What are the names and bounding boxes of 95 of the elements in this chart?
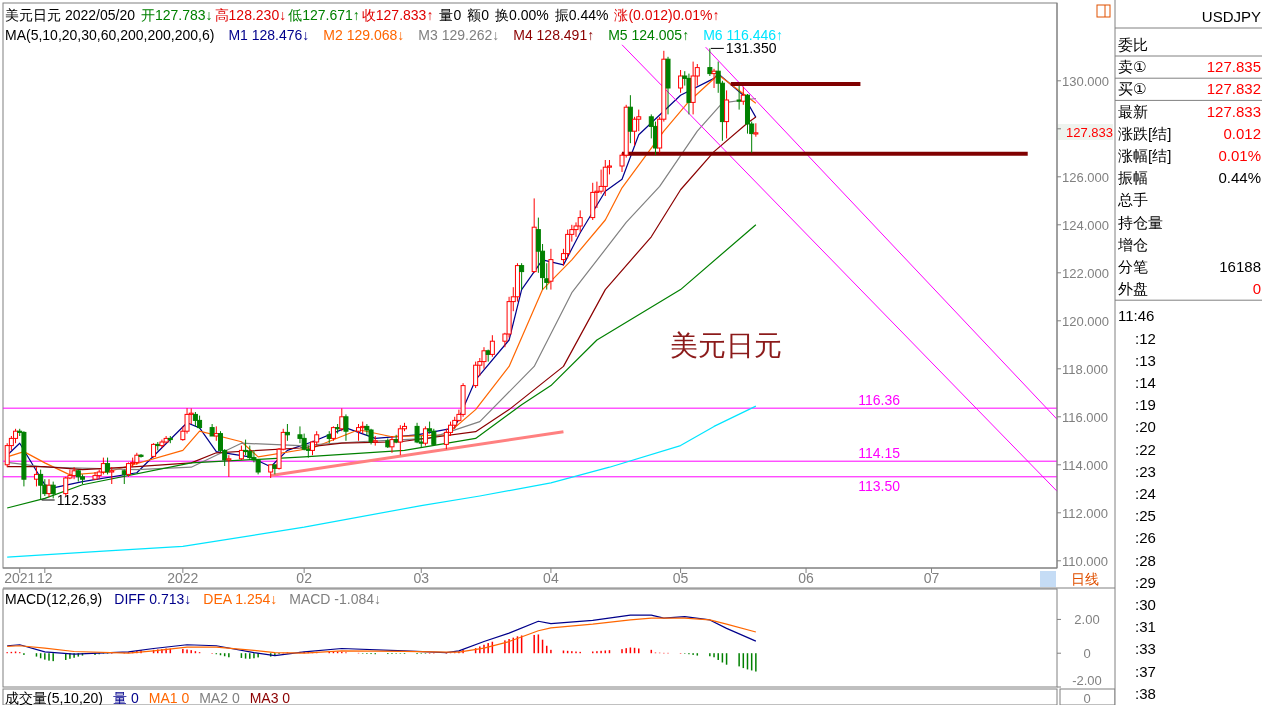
text: M1 128.476↓	[228, 27, 310, 43]
text: M2 129.068↓	[323, 27, 405, 43]
category-label: 涨跌[结]	[1118, 124, 1172, 142]
text: 11:46	[1118, 307, 1155, 325]
category-label: 外盘	[1118, 280, 1148, 298]
text: 127.833	[1206, 102, 1261, 120]
text: 16188	[1219, 258, 1261, 275]
text: :23	[1135, 462, 1156, 480]
y-tick-label: 124.000	[1062, 217, 1109, 233]
text: DEA 1.254↓	[203, 591, 278, 607]
annotation: MACD -1.084↓	[289, 591, 382, 607]
text: 0.44%	[1218, 169, 1261, 187]
x-tick-label: 2022	[167, 570, 199, 586]
ref-line-label: 113.50	[858, 477, 901, 494]
text: MA1 0	[148, 690, 190, 705]
text: :26	[1135, 529, 1156, 547]
annotation: 涨(0.012)0.01%↑	[614, 7, 720, 23]
text: :30	[1135, 596, 1156, 613]
text: :25	[1135, 507, 1156, 525]
category-label: 最新	[1118, 102, 1148, 120]
text: :12	[1135, 329, 1156, 347]
category-label: 买①	[1118, 80, 1147, 98]
annotation: MA(5,10,20,30,60,200,200,200,6)	[5, 27, 215, 43]
x-tick-label: 03	[413, 570, 430, 586]
text: :13	[1135, 351, 1156, 369]
chart-title: 美元日元 2022/05/20	[5, 7, 135, 23]
annotation: 换0.00%	[495, 7, 549, 23]
x-tick-label: 2021	[4, 570, 36, 586]
y-tick-label: 116.000	[1062, 409, 1109, 425]
annotation: 振0.44%	[554, 7, 609, 23]
text: :28	[1135, 551, 1156, 569]
x-tick-label: 06	[798, 570, 815, 586]
text: :20	[1135, 418, 1156, 436]
y-tick-label: 2.00	[1074, 612, 1100, 628]
text: M6 116.446↑	[703, 27, 784, 43]
x-tick-label: 04	[543, 570, 559, 586]
text: :38	[1135, 684, 1156, 702]
text: 0.012	[1223, 124, 1261, 142]
category-label: 振幅	[1118, 169, 1148, 187]
text: :37	[1135, 662, 1156, 680]
text: 0	[1252, 280, 1261, 298]
text: DIFF 0.713↓	[114, 591, 192, 607]
text: 0.01%	[1218, 147, 1261, 164]
ref-line-label: 116.36	[858, 392, 901, 409]
y-tick-label: 130.000	[1062, 73, 1109, 89]
y-tick-label: 112.000	[1062, 505, 1109, 521]
annotation: 高128.230↓	[214, 7, 287, 23]
annotation: 量0	[439, 7, 462, 23]
annotation: 收127.833↑	[361, 7, 434, 23]
y-tick-label: 114.000	[1062, 457, 1109, 473]
category-label: 总手	[1117, 191, 1148, 209]
y-tick-label: 0	[1083, 646, 1091, 662]
category-label: 分笔	[1118, 258, 1148, 275]
annotation: 美元日元	[670, 330, 782, 361]
text: 量 0	[113, 690, 139, 705]
ref-line-label: 114.15	[858, 445, 901, 462]
text: M4 128.491↑	[513, 27, 595, 43]
text: :19	[1135, 396, 1156, 414]
chart-title: MACD(12,26,9)	[5, 591, 103, 607]
x-tick-label: 02	[296, 570, 313, 586]
x-tick-label: 07	[923, 570, 940, 586]
x-tick-label: 12	[37, 570, 53, 586]
category-label: 涨幅[结]	[1118, 147, 1172, 164]
text: M5 124.005↑	[608, 27, 690, 43]
text: :14	[1135, 374, 1156, 391]
y-tick-label: 110.000	[1062, 553, 1109, 569]
text: 127.835	[1206, 58, 1261, 76]
y-tick-label: 120.000	[1062, 313, 1109, 329]
text: :22	[1135, 440, 1156, 458]
annotation: 131.350	[725, 40, 777, 57]
annotation: 开127.783↓	[140, 7, 213, 23]
text: M3 129.262↓	[418, 27, 500, 43]
y-tick-label: 122.000	[1062, 265, 1109, 281]
text: :33	[1135, 640, 1156, 658]
text: 127.832	[1206, 80, 1261, 98]
y-tick-label: 126.000	[1062, 169, 1109, 185]
category-label: 卖①	[1118, 58, 1147, 76]
text: MA3 0	[249, 690, 291, 705]
y-tick-label: -2.00	[1072, 673, 1102, 688]
text: :29	[1135, 573, 1156, 591]
y-tick-label: 118.000	[1062, 361, 1109, 377]
annotation: 低127.671↑	[288, 7, 360, 23]
annotation: 额0	[467, 7, 490, 23]
text: 127.833	[1066, 125, 1113, 140]
text: :31	[1135, 618, 1156, 636]
text: 成交量(5,10,20)	[5, 690, 104, 705]
x-tick-label: 05	[672, 570, 689, 586]
text: :24	[1135, 485, 1156, 502]
category-label: 增仓	[1117, 235, 1148, 253]
text: USDJPY	[1201, 8, 1261, 25]
category-label: 持仓量	[1118, 213, 1163, 231]
text: 日线	[1071, 571, 1099, 587]
text: MA2 0	[199, 690, 240, 705]
category-label: 委比	[1118, 36, 1148, 53]
annotation: 112.533	[56, 492, 107, 509]
